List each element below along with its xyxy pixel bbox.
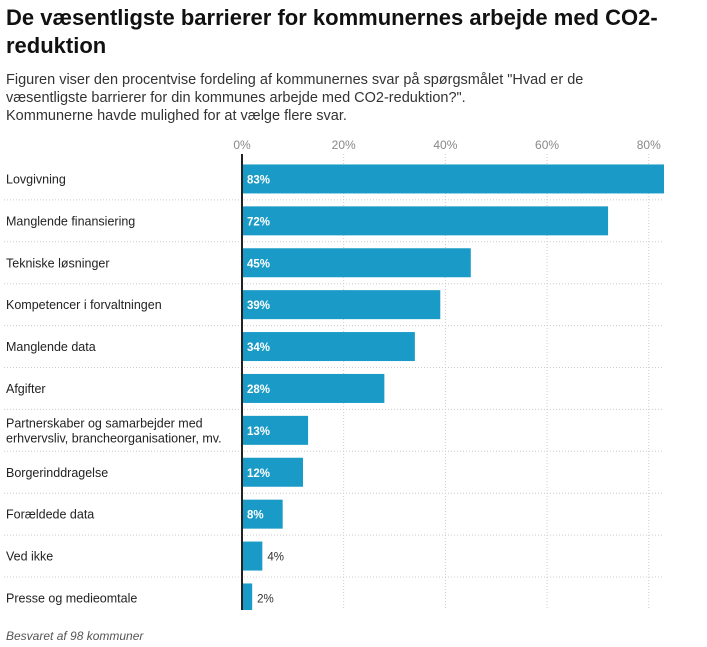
- tick-label: 60%: [535, 138, 559, 152]
- tick-label: 0%: [233, 138, 251, 152]
- bar: [242, 583, 253, 610]
- bar: [242, 457, 304, 487]
- bar: [242, 541, 263, 571]
- subtitle-line: Figuren viser den procentvise fordeling …: [6, 72, 584, 88]
- category-label-line: erhvervsliv, brancheorganisationer, mv.: [6, 431, 222, 445]
- category-label: Kompetencer i forvaltningen: [6, 298, 162, 312]
- data-label: 45%: [247, 258, 270, 270]
- data-label: 39%: [247, 300, 270, 312]
- subtitle-line: væsentligste barrierer for din kommunes …: [6, 90, 466, 106]
- bar: [242, 206, 609, 236]
- data-label: 28%: [247, 384, 270, 396]
- data-label: 12%: [247, 468, 270, 480]
- category-label: Ved ikke: [6, 550, 53, 564]
- category-label: Presse og medieomtale: [6, 591, 137, 605]
- subtitle-line: Kommunerne havde mulighed for at vælge f…: [6, 108, 347, 124]
- category-label: Tekniske løsninger: [6, 256, 110, 270]
- category-label: Partnerskaber og samarbejder med erhvervs…: [6, 416, 222, 445]
- chart-title: De væsentligste barrierer for kommunerne…: [6, 5, 658, 58]
- category-label: Manglende data: [6, 340, 96, 354]
- data-label: 13%: [247, 426, 270, 438]
- category-label: Manglende finansiering: [6, 214, 135, 228]
- bar: [242, 248, 471, 278]
- data-label: 83%: [247, 174, 270, 186]
- category-label: Borgerinddragelse: [6, 466, 108, 480]
- data-label: 34%: [247, 342, 270, 354]
- chart-subtitle: Figuren viser den procentvise fordeling …: [6, 71, 696, 125]
- category-label: Lovgivning: [6, 172, 66, 186]
- bar-chart: 0% 20% 40% 60% 80% Lovgivning 83% Manglende fin…: [4, 138, 664, 610]
- bar: [242, 373, 385, 403]
- data-label: 2%: [257, 593, 274, 605]
- tick-label: 20%: [332, 138, 356, 152]
- footnote: Besvaret af 98 kommuner: [6, 629, 144, 643]
- data-label: 72%: [247, 216, 270, 228]
- tick-label: 40%: [433, 138, 457, 152]
- data-label: 8%: [247, 510, 264, 522]
- category-label: Afgifter: [6, 382, 46, 396]
- category-label-line: Partnerskaber og samarbejder med: [6, 416, 203, 430]
- tick-label: 80%: [637, 138, 661, 152]
- bar: [242, 164, 664, 194]
- bar: [242, 415, 309, 445]
- bar: [242, 332, 415, 362]
- category-label: Forældede data: [6, 508, 94, 522]
- data-label: 4%: [267, 552, 284, 564]
- bar: [242, 499, 283, 529]
- bar: [242, 290, 441, 320]
